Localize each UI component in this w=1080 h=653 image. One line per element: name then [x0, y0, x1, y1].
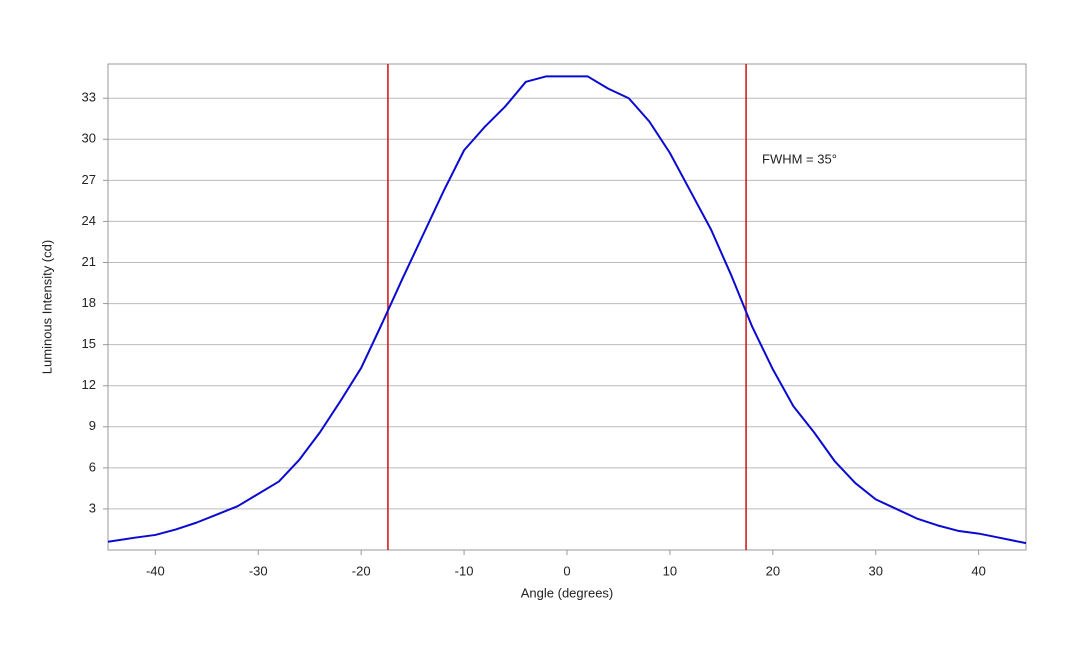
y-tick-label: 9: [89, 418, 96, 433]
x-axis-label: Angle (degrees): [521, 585, 614, 600]
y-tick-label: 30: [82, 131, 96, 146]
x-tick-label: 30: [869, 563, 883, 578]
y-tick-label: 15: [82, 336, 96, 351]
y-axis-label: Luminous Intensity (cd): [39, 240, 54, 374]
x-tick-label: 20: [766, 563, 780, 578]
x-tick-label: 40: [971, 563, 985, 578]
y-tick-label: 27: [82, 172, 96, 187]
x-tick-label: -20: [352, 563, 371, 578]
x-tick-label: 0: [563, 563, 570, 578]
y-tick-label: 21: [82, 254, 96, 269]
y-tick-label: 3: [89, 500, 96, 515]
y-tick-label: 24: [82, 213, 96, 228]
y-tick-label: 33: [82, 90, 96, 105]
x-tick-label: 10: [663, 563, 677, 578]
y-tick-label: 6: [89, 459, 96, 474]
plot-frame: [107, 63, 1027, 551]
x-tick-label: -10: [455, 563, 474, 578]
x-tick-label: -30: [249, 563, 268, 578]
annotation: FWHM = 35°: [762, 151, 837, 166]
data-line: [107, 75, 1027, 545]
y-tick-label: 18: [82, 295, 96, 310]
y-tick-label: 12: [82, 377, 96, 392]
x-tick-label: -40: [146, 563, 165, 578]
